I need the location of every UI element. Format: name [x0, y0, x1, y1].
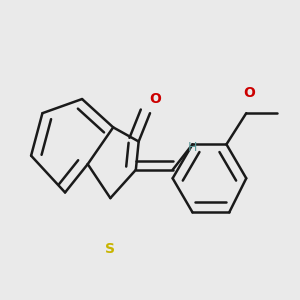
Text: O: O: [150, 92, 162, 106]
Text: S: S: [105, 242, 116, 256]
Text: O: O: [243, 86, 255, 100]
Text: H: H: [188, 141, 197, 154]
